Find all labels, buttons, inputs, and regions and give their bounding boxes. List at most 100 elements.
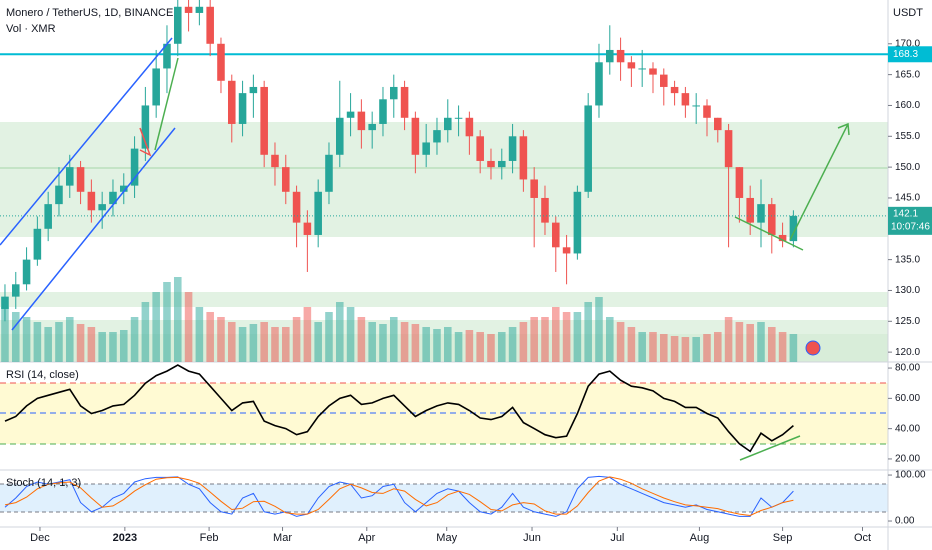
countdown: 10:07:46 bbox=[891, 221, 930, 232]
candle-body bbox=[714, 117, 722, 131]
y-tick-label: 135.0 bbox=[895, 254, 920, 265]
event-icon[interactable] bbox=[805, 340, 821, 356]
volume-bar bbox=[530, 317, 538, 362]
candle-body bbox=[11, 284, 20, 297]
candle-body bbox=[411, 117, 420, 155]
volume-bar bbox=[109, 332, 117, 362]
x-tick-label: Oct bbox=[854, 532, 871, 544]
volume-bar bbox=[789, 334, 798, 362]
candle-body bbox=[724, 130, 733, 168]
arrow-head bbox=[837, 122, 850, 136]
volume-bar bbox=[552, 307, 560, 362]
candle-body bbox=[670, 86, 679, 94]
volume-bar bbox=[735, 322, 744, 362]
candle-body bbox=[703, 105, 711, 118]
candle-body bbox=[357, 111, 366, 131]
volume-label: Vol · XMR bbox=[6, 23, 56, 35]
y-tick-label: 160.0 bbox=[895, 100, 920, 111]
candle-body bbox=[217, 43, 225, 81]
volume-bar bbox=[573, 312, 582, 362]
volume-bar bbox=[357, 317, 366, 362]
candle-body bbox=[260, 86, 268, 155]
volume-bar bbox=[584, 302, 592, 362]
candle-body bbox=[249, 86, 258, 94]
price-tag bbox=[888, 46, 932, 63]
volume-bar bbox=[76, 324, 85, 362]
volume-bar bbox=[227, 322, 236, 362]
volume-bar bbox=[325, 312, 333, 362]
volume-bar bbox=[541, 317, 549, 362]
price-tag-label: 168.3 bbox=[893, 49, 918, 60]
candle-body bbox=[444, 117, 452, 131]
candle-body bbox=[789, 215, 798, 242]
candle-body bbox=[573, 191, 582, 254]
volume-bar bbox=[616, 322, 625, 362]
volume-bar bbox=[206, 312, 214, 362]
candle-body bbox=[346, 111, 355, 118]
candle-body bbox=[508, 136, 517, 161]
volume-bar bbox=[184, 292, 193, 362]
x-tick-label: Feb bbox=[200, 532, 219, 544]
candle-body bbox=[76, 167, 85, 192]
candle-body bbox=[681, 93, 690, 106]
y-tick-label: 155.0 bbox=[895, 131, 920, 142]
volume-bar bbox=[389, 317, 398, 362]
candle-body bbox=[238, 93, 247, 124]
candle-body bbox=[303, 222, 312, 235]
x-tick-label: Dec bbox=[30, 532, 50, 544]
candle-body bbox=[746, 197, 754, 223]
volume-bar bbox=[703, 334, 711, 362]
volume-bar bbox=[660, 334, 668, 362]
x-tick-label: Mar bbox=[273, 532, 292, 544]
volume-bar bbox=[119, 330, 128, 362]
candle-body bbox=[173, 6, 182, 44]
volume-bar bbox=[249, 324, 258, 362]
volume-bar bbox=[746, 324, 754, 362]
candle-body bbox=[271, 154, 279, 168]
x-tick-label: 2023 bbox=[113, 532, 137, 544]
arrow bbox=[789, 123, 849, 241]
chart-title: Monero / TetherUS, 1D, BINANCE bbox=[6, 7, 173, 19]
candle-body bbox=[541, 197, 549, 223]
volume-bar bbox=[141, 302, 150, 362]
x-tick-label: Apr bbox=[358, 532, 375, 544]
y-tick-label: 170.0 bbox=[895, 38, 920, 49]
volume-bar bbox=[606, 317, 614, 362]
candle-body bbox=[65, 167, 74, 186]
volume-bar bbox=[303, 307, 312, 362]
candle-body bbox=[465, 117, 474, 137]
volume-bar bbox=[281, 327, 290, 362]
volume-bar bbox=[768, 327, 776, 362]
candle-body bbox=[389, 86, 398, 100]
volume-bar bbox=[22, 317, 31, 362]
rsi-trendline bbox=[739, 435, 801, 461]
volume-bar bbox=[292, 317, 301, 362]
volume-bar bbox=[130, 317, 139, 362]
candle-body bbox=[400, 86, 409, 118]
candle-body bbox=[454, 117, 463, 119]
volume-bar bbox=[271, 327, 279, 362]
series-line bbox=[4, 476, 794, 517]
volume-bar bbox=[152, 292, 160, 362]
candle-body bbox=[768, 204, 776, 235]
candle-body bbox=[98, 204, 106, 211]
candle-body bbox=[55, 185, 63, 205]
x-tick-label: Sep bbox=[773, 532, 793, 544]
candle-body bbox=[552, 222, 560, 248]
volume-bar bbox=[260, 322, 268, 362]
candle-body bbox=[22, 259, 31, 285]
candle-body bbox=[130, 148, 139, 186]
candle-body bbox=[606, 49, 614, 63]
candle-body bbox=[422, 142, 430, 155]
rsi-title: RSI (14, close) bbox=[6, 369, 79, 381]
volume-bar bbox=[465, 330, 474, 362]
candle-body bbox=[735, 167, 744, 198]
candle-body bbox=[627, 62, 636, 69]
candle-body bbox=[87, 191, 96, 211]
y-tick-label: 0.00 bbox=[895, 516, 915, 527]
candle-body bbox=[119, 185, 128, 192]
candle-body bbox=[33, 228, 42, 260]
volume-bar bbox=[314, 322, 322, 362]
y-tick-label: 60.00 bbox=[895, 393, 920, 404]
series-line bbox=[4, 475, 794, 517]
